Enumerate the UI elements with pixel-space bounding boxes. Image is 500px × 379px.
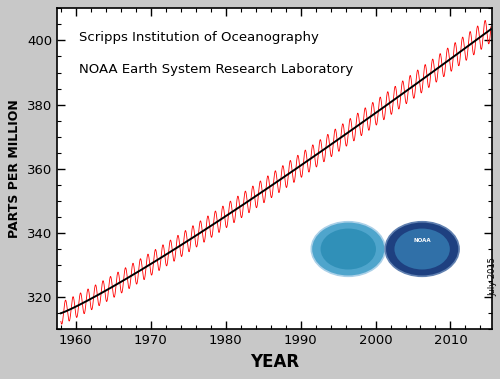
Circle shape xyxy=(312,222,385,276)
Text: Scripps Institution of Oceanography: Scripps Institution of Oceanography xyxy=(79,31,318,44)
Circle shape xyxy=(394,229,450,269)
Text: July 2015: July 2015 xyxy=(488,257,497,296)
Circle shape xyxy=(320,229,376,269)
X-axis label: YEAR: YEAR xyxy=(250,353,299,371)
Text: NOAA Earth System Research Laboratory: NOAA Earth System Research Laboratory xyxy=(79,63,353,76)
Text: NOAA: NOAA xyxy=(414,238,431,243)
Circle shape xyxy=(385,222,459,276)
Y-axis label: PARTS PER MILLION: PARTS PER MILLION xyxy=(8,99,22,238)
